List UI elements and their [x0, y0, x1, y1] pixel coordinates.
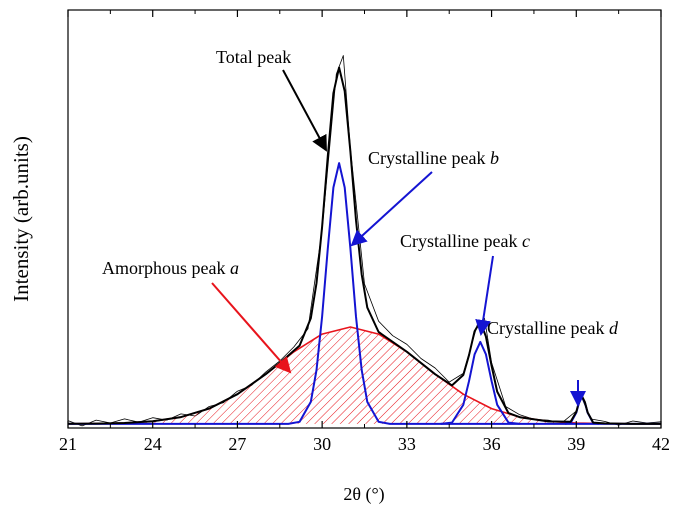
annotation-arrow — [350, 171, 433, 247]
annotation: Crystalline peak d — [487, 318, 619, 338]
x-tick-label: 39 — [567, 434, 585, 454]
annotation-arrow — [282, 69, 327, 152]
annotation-text: Crystalline peak — [368, 148, 485, 168]
series-line — [440, 340, 520, 425]
x-axis-label: 2θ (°) — [343, 484, 384, 505]
annotation-letter: b — [490, 148, 499, 168]
annotation: Amorphous peak a — [102, 258, 239, 278]
annotation: Crystalline peak c — [400, 231, 530, 251]
x-tick-label: 21 — [59, 434, 77, 454]
annotation-letter: a — [230, 258, 239, 278]
x-tick-label: 24 — [144, 434, 162, 454]
annotation-arrow — [475, 255, 494, 336]
annotation-arrow — [211, 282, 292, 374]
annotation-letter: c — [522, 231, 530, 251]
series-line — [67, 55, 662, 427]
annotation-text: Crystalline peak — [487, 318, 604, 338]
annotation: Crystalline peak b — [368, 148, 499, 168]
annotation-letter: d — [609, 318, 619, 338]
area-hatch — [68, 327, 661, 424]
annotation-text: Amorphous peak — [102, 258, 225, 278]
x-tick-label: 27 — [228, 434, 246, 454]
series-line — [68, 162, 661, 425]
x-tick-label: 42 — [652, 434, 670, 454]
x-tick-label: 33 — [398, 434, 416, 454]
y-axis-label: Intensity (arb.units) — [9, 136, 33, 302]
x-tick-label: 30 — [313, 434, 331, 454]
plot-area — [67, 55, 662, 427]
x-tick-label: 36 — [483, 434, 501, 454]
annotation: Total peak — [216, 47, 291, 67]
annotation-text: Crystalline peak — [400, 231, 517, 251]
